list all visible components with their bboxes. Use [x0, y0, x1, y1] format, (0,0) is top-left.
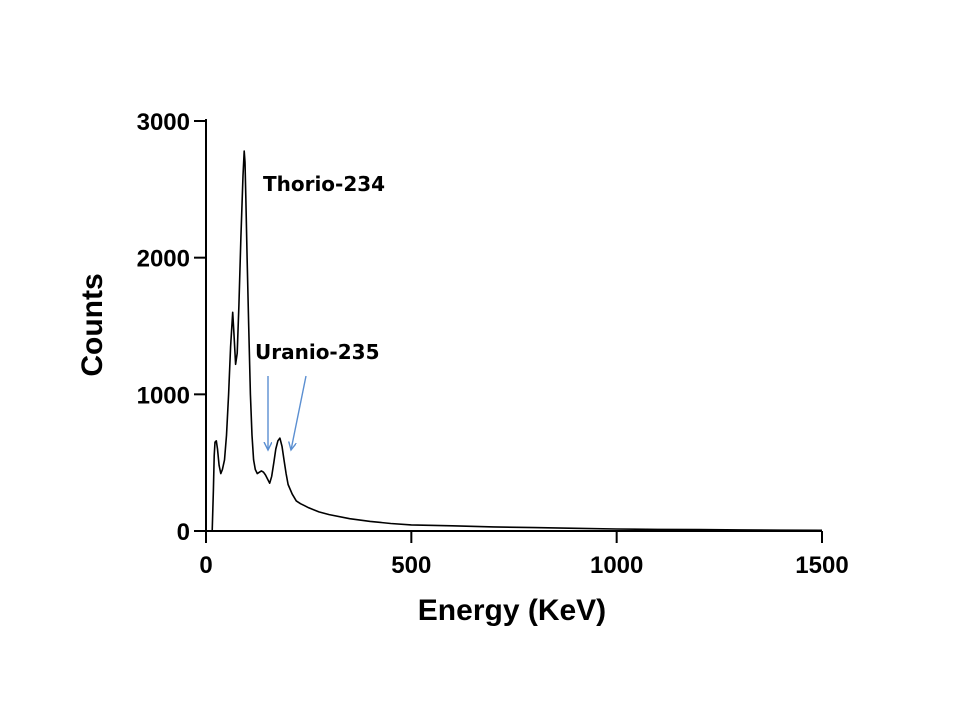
uranio-arrow-right	[291, 375, 307, 450]
y-axis-title: Counts	[76, 273, 109, 376]
annotation-layer: Thorio-234 Uranio-235	[255, 172, 385, 450]
annotation-thorio-label: Thorio-234	[263, 172, 385, 196]
y-tick-label: 0	[177, 519, 190, 546]
series-layer	[211, 150, 823, 532]
y-tick-label: 1000	[137, 382, 190, 409]
x-tick-label: 500	[391, 552, 431, 579]
spectrum-series-line	[211, 150, 823, 532]
y-tick-label: 3000	[137, 109, 190, 136]
x-tick-label: 1500	[795, 552, 848, 579]
annotation-uranio-label: Uranio-235	[255, 340, 379, 364]
axes: 0 1000 2000 3000 0 500 1000 1500	[137, 109, 849, 579]
x-tick-label: 0	[199, 552, 212, 579]
y-tick-label: 2000	[137, 246, 190, 273]
x-tick-label: 1000	[590, 552, 643, 579]
x-axis-title: Energy (KeV)	[418, 594, 606, 627]
